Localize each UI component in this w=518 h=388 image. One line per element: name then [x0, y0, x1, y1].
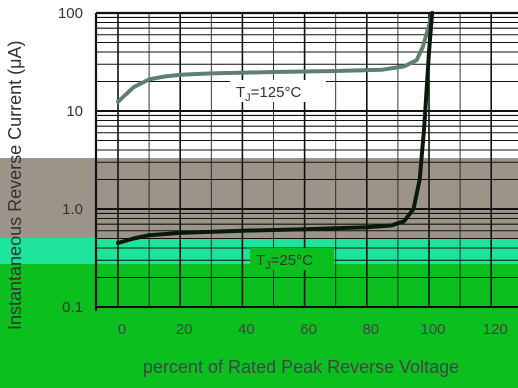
y-tick-labels: 100 10 1.0 0.1 — [58, 5, 83, 316]
x-tick-label: 120 — [483, 321, 508, 338]
y-tick-label: 100 — [58, 5, 83, 22]
annotation-background — [250, 248, 334, 270]
y-tick-label: 0.1 — [62, 299, 83, 316]
series-annotation: TJ=125°C — [236, 84, 301, 104]
plot-frame — [94, 11, 518, 311]
x-tick-label: 60 — [300, 321, 317, 338]
x-axis-label: percent of Rated Peak Reverse Voltage — [143, 357, 459, 377]
series-group — [116, 11, 435, 245]
green-band — [0, 264, 518, 388]
x-tick-label: 0 — [118, 321, 126, 338]
series-line-tj125 — [116, 11, 435, 104]
annotation-background — [230, 80, 326, 102]
y-tick-label: 1.0 — [62, 201, 83, 218]
x-tick-label: 40 — [238, 321, 255, 338]
series-annotation: TJ=25°C — [256, 252, 313, 272]
x-tick-label: 80 — [362, 321, 379, 338]
series-line-tj25 — [116, 11, 435, 245]
y-tick-label: 10 — [66, 103, 83, 120]
y-axis-label: Instantaneous Reverse Current (μA) — [5, 40, 25, 330]
annotations: TJ=125°C TJ=25°C — [230, 80, 334, 272]
x-tick-labels: 0 20 40 60 80 100 120 — [118, 321, 508, 338]
x-tick-label: 100 — [420, 321, 445, 338]
x-tick-label: 20 — [176, 321, 193, 338]
